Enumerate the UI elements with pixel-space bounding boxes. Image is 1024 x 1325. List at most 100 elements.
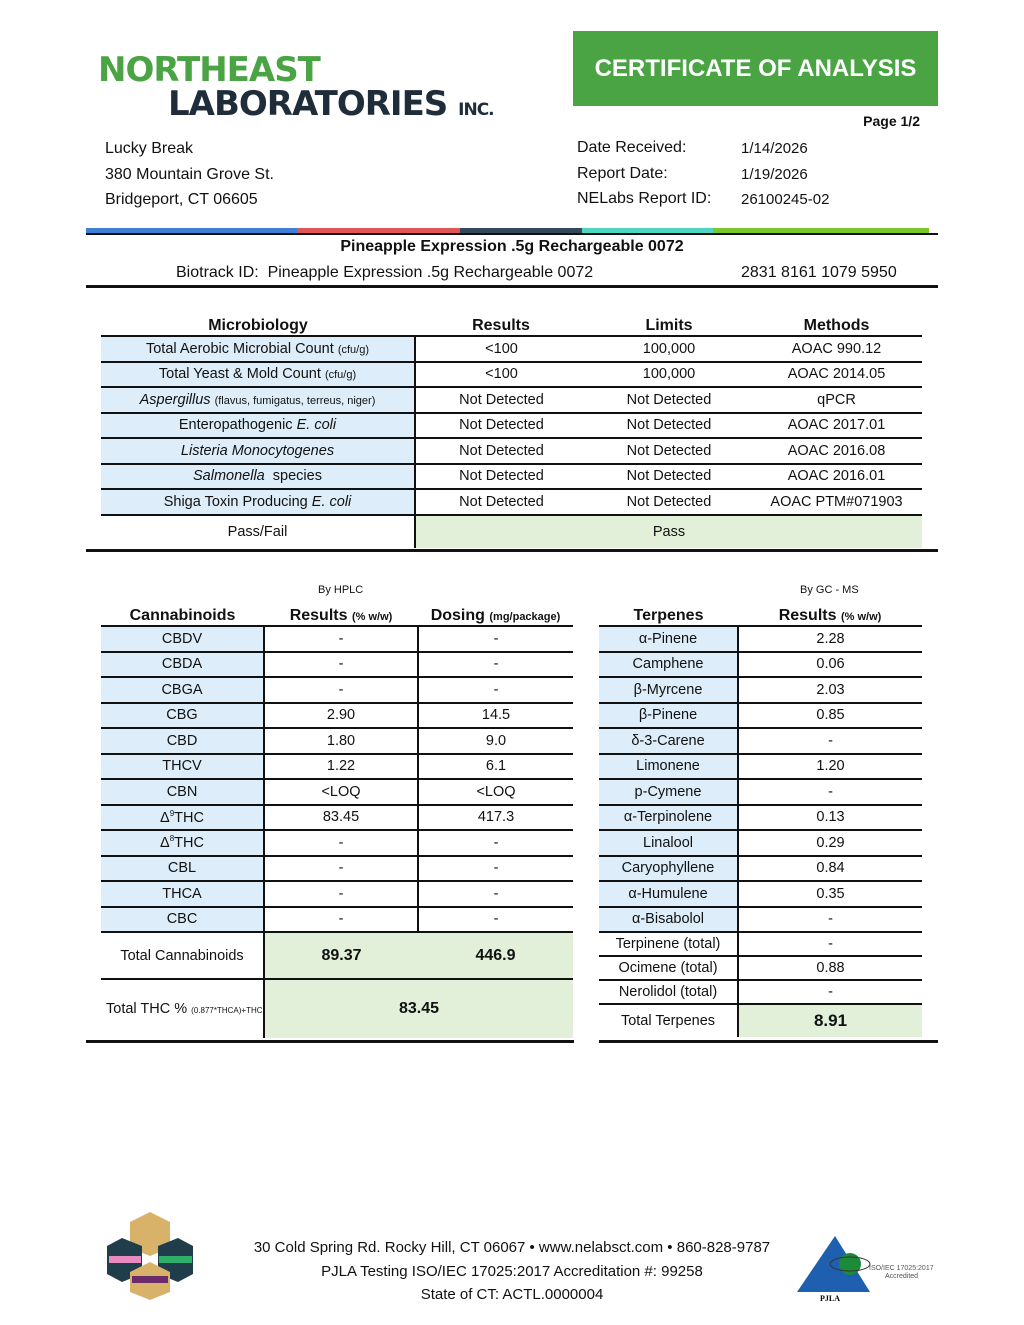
table-row: δ-3-Carene - <box>599 728 922 755</box>
cell: CBDA <box>101 651 265 678</box>
footer-state-license: State of CT: ACTL.0000004 <box>420 1286 604 1303</box>
table-row: β-Myrcene 2.03 <box>599 677 922 704</box>
cell: Not Detected <box>415 489 587 516</box>
table-row: Limonene 1.20 <box>599 753 922 780</box>
col-header: Terpenes <box>599 602 738 627</box>
client-street: 380 Mountain Grove St. <box>105 165 274 183</box>
table-row: CBL - - <box>101 855 573 882</box>
client-city: Bridgeport, CT 06605 <box>105 191 258 208</box>
table-row: p-Cymene - <box>599 779 922 806</box>
cell: 89.37 <box>264 932 418 980</box>
cell: Ocimene (total) <box>599 956 739 981</box>
table-row: CBDA - - <box>101 651 573 678</box>
table-row: α-Terpinolene 0.13 <box>599 804 922 831</box>
cell: β-Pinene <box>599 702 739 729</box>
logo-line1: NORTHEAST <box>98 50 321 90</box>
cell: <LOQ <box>264 779 419 806</box>
cell: 1.20 <box>738 753 922 780</box>
svg-text:PJLA: PJLA <box>820 1294 840 1303</box>
table-row: CBD 1.80 9.0 <box>101 728 573 755</box>
table-row: CBC - - <box>101 906 573 933</box>
cell: Aspergillus (flavus, fumigatus, terreus,… <box>101 387 416 414</box>
table-row: THCA - - <box>101 881 573 908</box>
cell: - <box>418 677 573 704</box>
total-thc-row: Total THC % (0.877*THCA)+THC 83.45 <box>101 979 573 1038</box>
cell: 2.28 <box>738 626 922 653</box>
table-row: Shiga Toxin Producing E. coli Not Detecte… <box>101 489 922 516</box>
col-header: Cannabinoids <box>101 602 264 627</box>
table-row: CBDV - - <box>101 626 573 653</box>
table-row: Ocimene (total) 0.88 <box>599 956 922 981</box>
label: Date Received: <box>577 139 687 156</box>
table-row: Aspergillus (flavus, fumigatus, terreus,… <box>101 387 922 414</box>
cell: Pass <box>415 514 922 548</box>
cell: Listeria Monocytogenes <box>101 438 416 465</box>
cell: AOAC 2014.05 <box>751 361 922 388</box>
label: NELabs Report ID: <box>577 190 712 207</box>
biotrack-number: 2831 8161 1079 5950 <box>741 264 897 281</box>
divider <box>86 285 938 288</box>
logo: NORTHEAST <box>98 50 321 90</box>
table-row: Enteropathogenic E. coli Not Detected Not … <box>101 412 922 439</box>
cell: 8.91 <box>738 1004 922 1037</box>
cell: AOAC PTM#071903 <box>751 489 922 516</box>
footer-accreditation: PJLA Testing ISO/IEC 17025:2017 Accredit… <box>321 1262 703 1280</box>
svg-text:ISO/IEC 17025:2017: ISO/IEC 17025:2017 <box>869 1265 934 1272</box>
cell: CBN <box>101 779 265 806</box>
cell: Shiga Toxin Producing E. coli <box>101 489 416 516</box>
cell: Pass/Fail <box>101 514 416 548</box>
logo-sub: LABORATORIES INC. <box>168 84 495 124</box>
cell: 1.22 <box>264 753 419 780</box>
table-row: Caryophyllene 0.84 <box>599 855 922 882</box>
table-row: CBN <LOQ <LOQ <box>101 779 573 806</box>
divider <box>86 1040 574 1043</box>
cell: Δ9THC <box>101 804 265 831</box>
cell: - <box>264 677 419 704</box>
certification-badges-icon <box>107 1212 193 1300</box>
cell: AOAC 2016.01 <box>751 463 922 490</box>
table-row: α-Pinene 2.28 <box>599 626 922 653</box>
date-received: 1/14/2026 <box>741 140 808 157</box>
svg-text:Accredited: Accredited <box>885 1273 918 1280</box>
cell: qPCR <box>751 387 922 414</box>
cell: Limonene <box>599 753 739 780</box>
cell: - <box>264 626 419 653</box>
cell: Caryophyllene <box>599 855 739 882</box>
biotrack-label: Biotrack ID: <box>176 264 259 281</box>
logo-line2: LABORATORIES <box>168 84 448 124</box>
label: Report Date: <box>577 164 668 182</box>
cell: 9.0 <box>418 728 573 755</box>
cell: - <box>264 881 419 908</box>
cell: <100 <box>415 336 587 363</box>
total-cannabinoids-row: Total Cannabinoids 89.37 446.9 <box>101 932 573 980</box>
cell: Nerolidol (total) <box>599 980 739 1005</box>
microbiology-table: Microbiology Results Limits Methods Tota… <box>101 312 922 548</box>
cannabinoids-table: Cannabinoids Results (% w/w) Dosing (mg/… <box>101 602 573 1038</box>
cell: 0.85 <box>738 702 922 729</box>
report-values: 1/14/2026 1/19/2026 26100245-02 <box>741 136 829 213</box>
cell: 100,000 <box>587 361 751 388</box>
product-title: Pineapple Expression .5g Rechargeable 00… <box>340 238 684 255</box>
cell: THCV <box>101 753 265 780</box>
divider <box>86 549 938 552</box>
report-labels: Date Received: Report Date: NELabs Repor… <box>577 135 711 212</box>
cell: Linalool <box>599 830 739 857</box>
cell: β-Myrcene <box>599 677 739 704</box>
cell: p-Cymene <box>599 779 739 806</box>
cell: Δ8THC <box>101 830 265 857</box>
cell: α-Humulene <box>599 881 739 908</box>
divider <box>599 1040 938 1043</box>
cell: - <box>264 906 419 933</box>
cell: Not Detected <box>415 463 587 490</box>
cell: AOAC 990.12 <box>751 336 922 363</box>
pass-fail-row: Pass/Fail Pass <box>101 514 922 548</box>
cell: CBC <box>101 906 265 933</box>
table-row: CBGA - - <box>101 677 573 704</box>
cell: CBD <box>101 728 265 755</box>
cell: Total Aerobic Microbial Count (cfu/g) <box>101 336 416 363</box>
cell: Not Detected <box>587 463 751 490</box>
table-row: α-Humulene 0.35 <box>599 881 922 908</box>
cell: - <box>418 855 573 882</box>
cell: α-Bisabolol <box>599 906 739 933</box>
col-header: Methods <box>751 312 922 337</box>
